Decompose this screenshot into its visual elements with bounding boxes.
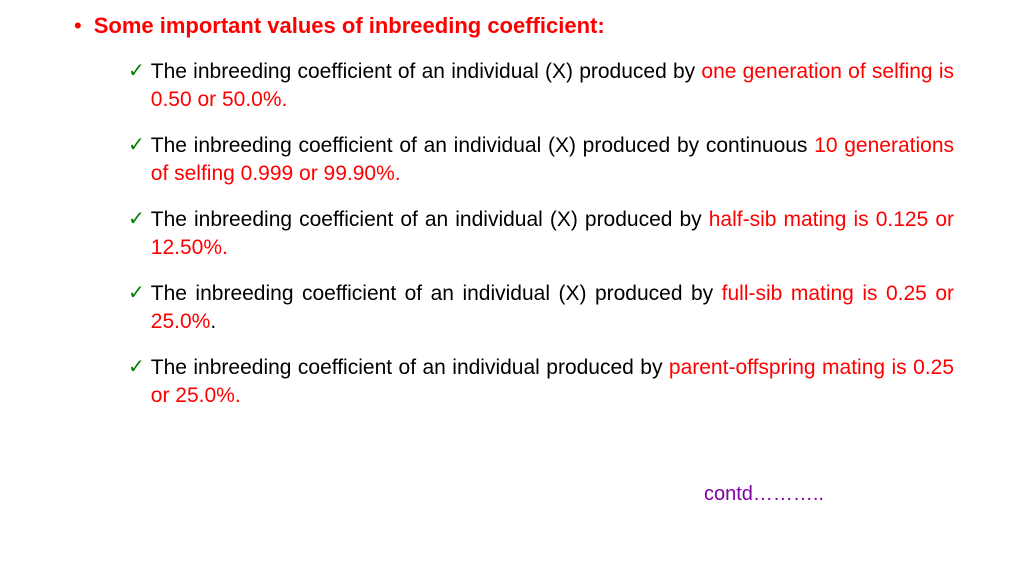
heading-text: Some important values of inbreeding coef…: [94, 12, 605, 40]
check-icon: ✓: [128, 280, 145, 306]
heading-row: • Some important values of inbreeding co…: [74, 12, 964, 40]
item-text: The inbreeding coefficient of an individ…: [151, 354, 954, 410]
check-icon: ✓: [128, 206, 145, 232]
continued-label: contd………..: [704, 483, 824, 506]
check-icon: ✓: [128, 58, 145, 84]
list-item: ✓ The inbreeding coefficient of an indiv…: [128, 206, 954, 262]
item-text: The inbreeding coefficient of an individ…: [151, 280, 954, 336]
check-icon: ✓: [128, 354, 145, 380]
list-item: ✓ The inbreeding coefficient of an indiv…: [128, 280, 954, 336]
item-text: The inbreeding coefficient of an individ…: [151, 206, 954, 262]
list-item: ✓ The inbreeding coefficient of an indiv…: [128, 132, 954, 188]
item-list: ✓ The inbreeding coefficient of an indiv…: [128, 58, 954, 410]
check-icon: ✓: [128, 132, 145, 158]
bullet-disc-icon: •: [74, 12, 82, 40]
item-text: The inbreeding coefficient of an individ…: [151, 58, 954, 114]
item-text: The inbreeding coefficient of an individ…: [151, 132, 954, 188]
list-item: ✓ The inbreeding coefficient of an indiv…: [128, 58, 954, 114]
list-item: ✓ The inbreeding coefficient of an indiv…: [128, 354, 954, 410]
